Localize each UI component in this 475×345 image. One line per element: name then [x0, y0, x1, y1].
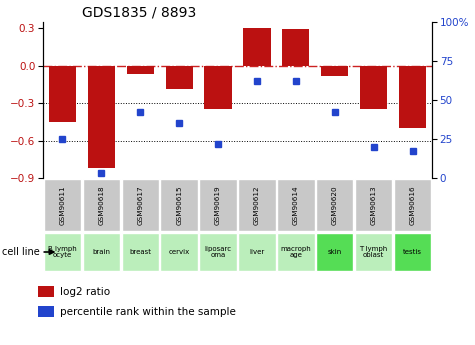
Text: skin: skin	[328, 249, 342, 255]
Bar	[122, 179, 159, 231]
Bar	[238, 179, 276, 231]
Bar	[277, 179, 314, 231]
Bar	[44, 233, 81, 271]
Text: GDS1835 / 8893: GDS1835 / 8893	[82, 6, 196, 19]
Bar	[38, 306, 54, 317]
Text: T lymph
oblast: T lymph oblast	[360, 246, 388, 258]
Bar	[316, 233, 353, 271]
Bar	[165, 66, 193, 89]
Text: testis: testis	[403, 249, 422, 255]
Bar	[394, 179, 431, 231]
Bar	[44, 179, 81, 231]
Bar	[83, 233, 120, 271]
Bar	[316, 179, 353, 231]
Bar	[399, 66, 426, 128]
Bar	[321, 66, 348, 76]
Text: GSM90613: GSM90613	[370, 185, 377, 225]
Text: breast: breast	[129, 249, 151, 255]
Bar	[360, 66, 387, 109]
Bar	[355, 233, 392, 271]
Bar	[200, 179, 237, 231]
Text: log2 ratio: log2 ratio	[60, 287, 110, 297]
Text: GSM90620: GSM90620	[332, 185, 338, 225]
Text: percentile rank within the sample: percentile rank within the sample	[60, 307, 236, 317]
Text: liver: liver	[249, 249, 265, 255]
Text: liposarc
oma: liposarc oma	[204, 246, 232, 258]
Text: GSM90616: GSM90616	[409, 185, 416, 225]
Bar	[83, 179, 120, 231]
Text: GSM90618: GSM90618	[98, 185, 104, 225]
Bar	[204, 66, 232, 109]
Text: GSM90612: GSM90612	[254, 185, 260, 225]
Bar	[277, 233, 314, 271]
Text: brain: brain	[92, 249, 110, 255]
Text: B lymph
ocyte: B lymph ocyte	[48, 246, 77, 258]
Text: GSM90615: GSM90615	[176, 185, 182, 225]
Bar	[88, 66, 115, 168]
Text: GSM90619: GSM90619	[215, 185, 221, 225]
Text: macroph
age: macroph age	[280, 246, 311, 258]
Bar	[238, 233, 276, 271]
Bar	[282, 29, 310, 66]
Bar	[355, 179, 392, 231]
Bar	[200, 233, 237, 271]
Text: GSM90614: GSM90614	[293, 185, 299, 225]
Text: cervix: cervix	[169, 249, 190, 255]
Text: GSM90617: GSM90617	[137, 185, 143, 225]
Bar	[161, 233, 198, 271]
Bar	[122, 233, 159, 271]
Text: cell line: cell line	[2, 247, 40, 257]
Bar	[127, 66, 154, 75]
Bar	[49, 66, 76, 122]
Bar	[243, 28, 271, 66]
Bar	[394, 233, 431, 271]
Bar	[38, 286, 54, 297]
Text: GSM90611: GSM90611	[59, 185, 66, 225]
Bar	[161, 179, 198, 231]
